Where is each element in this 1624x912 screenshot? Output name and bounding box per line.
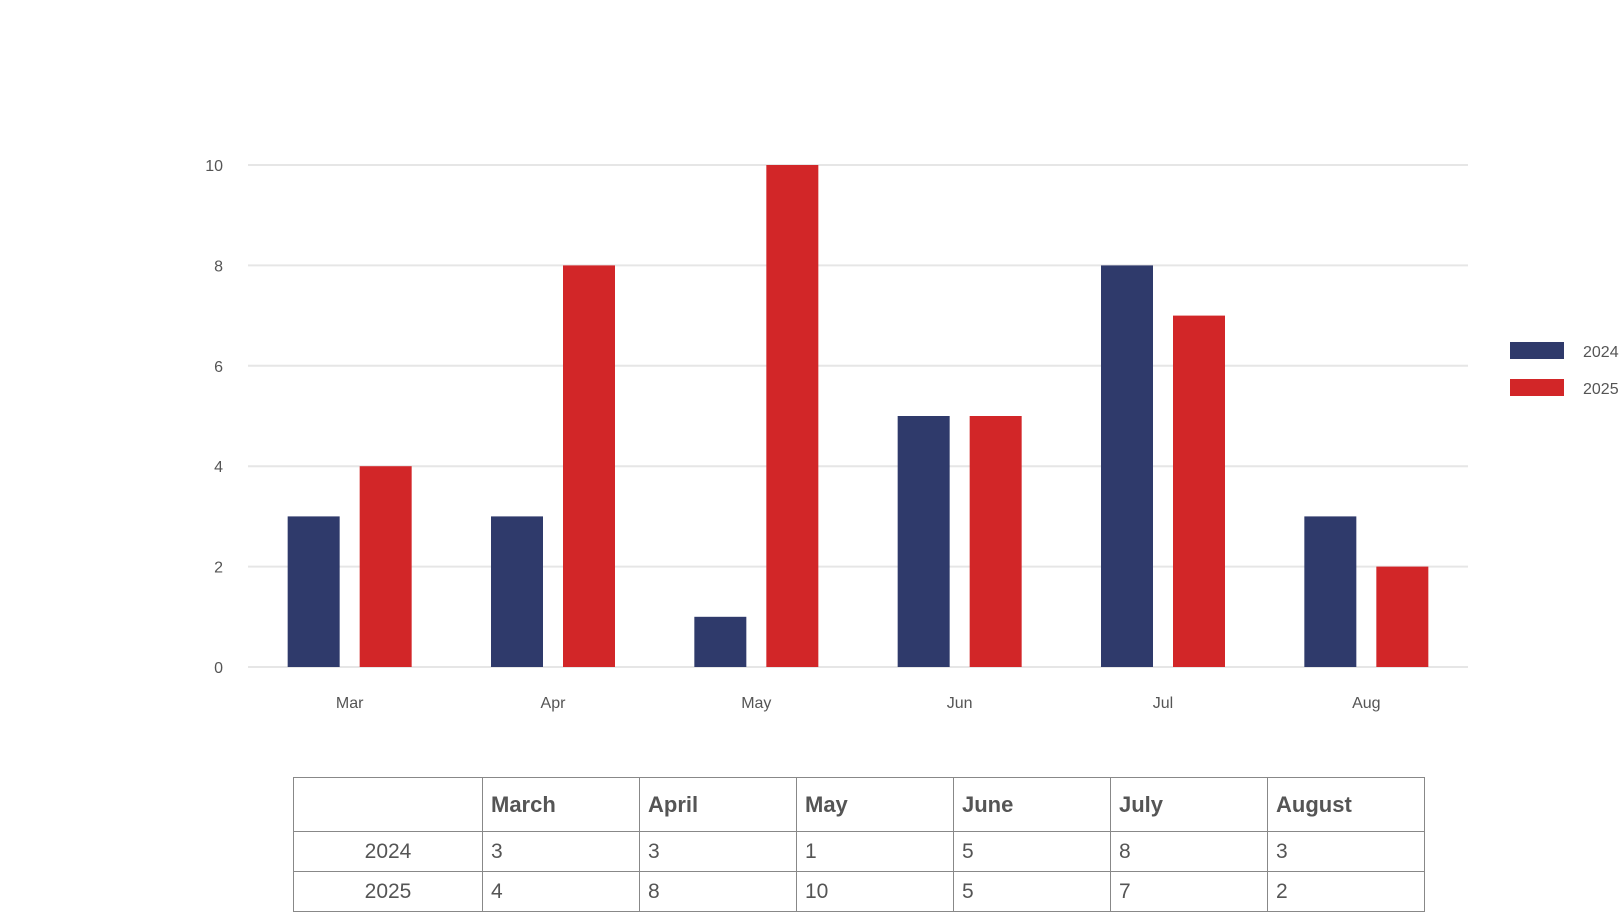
bar-chart: 0 2 4 6 8 10 Mar Apr May Jun Jul Aug 2024 2025	[205, 158, 1619, 712]
x-tick-label: May	[741, 695, 771, 712]
legend-swatch	[1510, 342, 1564, 359]
bar-2025-May	[766, 165, 819, 667]
legend: 2024 2025	[1510, 342, 1619, 398]
x-tick-label: Mar	[336, 695, 364, 712]
bars	[287, 165, 1429, 667]
table-cell: 8	[639, 871, 797, 912]
table-header-cell: April	[639, 777, 797, 832]
legend-label: 2024	[1583, 344, 1619, 361]
bar-2025-Aug	[1376, 566, 1429, 667]
table-cell: 1	[796, 831, 954, 872]
table-cell: 4	[482, 871, 640, 912]
table-header-cell: August	[1267, 777, 1425, 832]
y-tick-label: 6	[214, 359, 223, 376]
table-cell: 5	[953, 831, 1111, 872]
table-cell: 2	[1267, 871, 1425, 912]
x-tick-label: Jun	[947, 695, 973, 712]
table-header-cell: May	[796, 777, 954, 832]
y-tick-label: 0	[214, 660, 223, 677]
bar-2024-Aug	[1304, 516, 1357, 667]
gridlines	[248, 164, 1468, 668]
x-tick-label: Aug	[1352, 695, 1380, 712]
legend-label: 2025	[1583, 381, 1619, 398]
table-cell: 10	[796, 871, 954, 912]
x-axis-ticks: Mar Apr May Jun Jul Aug	[336, 695, 1381, 712]
bar-2024-Mar	[287, 516, 340, 667]
bar-2025-Apr	[563, 265, 615, 667]
bar-2025-Mar	[359, 466, 412, 667]
table-cell: 7	[1110, 871, 1268, 912]
table-cell: 3	[1267, 831, 1425, 872]
table-header-cell: March	[482, 777, 640, 832]
table-row-label: 2024	[293, 831, 483, 872]
table-cell: 8	[1110, 831, 1268, 872]
table-cell: 3	[639, 831, 797, 872]
table-row: 2024 3 3 1 5 8 3	[293, 831, 1425, 872]
table-row-label: 2025	[293, 871, 483, 912]
y-tick-label: 4	[214, 459, 223, 476]
table-header-cell: July	[1110, 777, 1268, 832]
y-tick-label: 2	[214, 560, 223, 577]
bar-2025-Jul	[1173, 315, 1225, 667]
table-row: 2025 4 8 10 5 7 2	[293, 871, 1425, 912]
y-axis-ticks: 0 2 4 6 8 10	[205, 158, 223, 677]
y-tick-label: 8	[214, 258, 223, 275]
table-cell: 3	[482, 831, 640, 872]
table-header-row: March April May June July August	[293, 777, 1425, 832]
bar-2024-May	[694, 616, 747, 667]
table-header-cell	[293, 777, 483, 832]
legend-swatch	[1510, 379, 1564, 396]
data-table: March April May June July August 2024 3 …	[293, 777, 1425, 912]
bar-2025-Jun	[969, 416, 1022, 667]
table-cell: 5	[953, 871, 1111, 912]
y-tick-label: 10	[205, 158, 223, 175]
bar-2024-Jul	[1101, 265, 1153, 667]
bar-2024-Jun	[897, 416, 950, 667]
table-header-cell: June	[953, 777, 1111, 832]
bar-2024-Apr	[491, 516, 543, 667]
x-tick-label: Apr	[541, 695, 567, 712]
x-tick-label: Jul	[1153, 695, 1173, 712]
